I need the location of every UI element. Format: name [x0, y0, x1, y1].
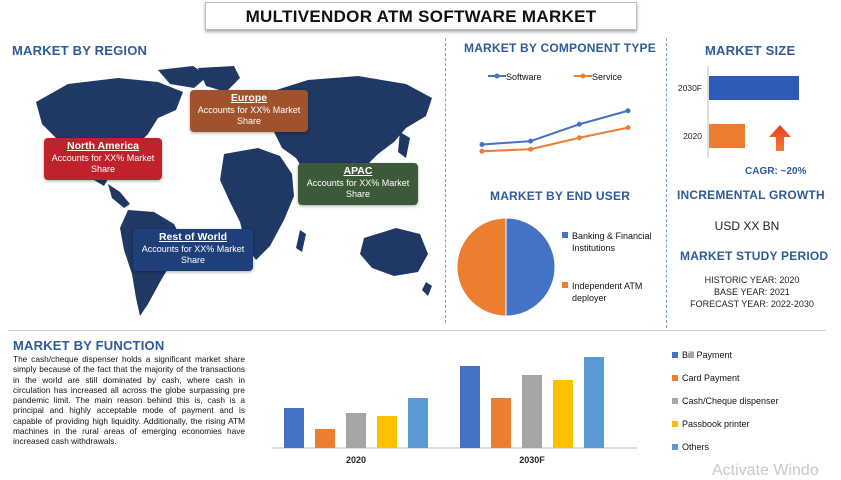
function-legend-label: Others	[682, 442, 710, 452]
func-category-2030F: 2030F	[519, 455, 545, 465]
growth-value: USD XX BN	[714, 219, 780, 233]
function-legend-item: Card Payment	[672, 373, 832, 383]
growth-arrow-icon	[769, 125, 791, 151]
enduser-heading: MARKET BY END USER	[490, 189, 631, 203]
region-name-europe: Europe	[230, 92, 268, 104]
line-point-software-2	[576, 121, 582, 127]
size-bar-chart: 2030F 2020	[678, 66, 799, 158]
study-heading: MARKET STUDY PERIOD	[680, 249, 829, 263]
region-text-apac: Accounts for XX% Market Share	[306, 178, 410, 199]
function-legend: Bill Payment Card Payment Cash/Cheque disp…	[672, 350, 832, 465]
study-base: BASE YEAR: 2021	[714, 287, 790, 297]
function-legend-swatch	[672, 421, 678, 427]
component-legend-service-label: Service	[592, 72, 623, 82]
function-legend-swatch	[672, 444, 678, 450]
region-box-rest-of-world: Rest of World Accounts for XX% Market Sh…	[133, 229, 253, 271]
func-bar-2020-3	[377, 416, 397, 448]
func-bar-2030F-1	[491, 398, 511, 448]
line-point-software-3	[625, 108, 631, 114]
function-legend-swatch	[672, 375, 678, 381]
component-legend-service: Service	[574, 72, 622, 82]
line-point-service-2	[576, 135, 582, 141]
study-historic: HISTORIC YEAR: 2020	[704, 275, 800, 285]
function-legend-item: Others	[672, 442, 832, 452]
component-legend-software: Software	[488, 72, 542, 82]
func-bar-2020-2	[346, 413, 366, 448]
region-box-north-america: North America Accounts for XX% Market Sh…	[44, 138, 162, 180]
independent-legend-swatch	[562, 282, 568, 288]
enduser-pie-chart	[456, 217, 556, 317]
region-text-rest-of-world: Accounts for XX% Market Share	[141, 244, 245, 265]
line-series-software	[481, 109, 629, 146]
software-legend-marker	[488, 73, 506, 79]
region-name-rest-of-world: Rest of World	[158, 231, 228, 243]
function-legend-item: Cash/Cheque dispenser	[672, 396, 832, 406]
function-legend-label: Cash/Cheque dispenser	[682, 396, 779, 406]
function-legend-item: Passbook printer	[672, 419, 832, 429]
size-label-2020: 2020	[683, 131, 702, 141]
size-heading: MARKET SIZE	[705, 43, 796, 58]
func-bar-2030F-2	[522, 375, 542, 448]
cagr-label: CAGR: ~20%	[745, 166, 807, 177]
component-line-chart	[479, 108, 631, 154]
study-forecast: FORECAST YEAR: 2022-2030	[690, 299, 814, 309]
region-name-north-america: North America	[67, 140, 139, 152]
divider-region-component	[445, 38, 446, 323]
function-legend-item: Bill Payment	[672, 350, 832, 360]
function-description: The cash/cheque dispenser holds a signif…	[13, 354, 245, 447]
function-legend-label: Bill Payment	[682, 350, 733, 360]
function-legend-label: Passbook printer	[682, 419, 750, 429]
growth-heading: INCREMENTAL GROWTH	[677, 188, 825, 202]
func-bar-2030F-4	[584, 357, 604, 448]
func-bar-2030F-0	[460, 366, 480, 448]
enduser-legend-independent-label: Independent ATM deployer	[572, 281, 643, 303]
service-legend-marker	[574, 73, 592, 79]
page-title: MULTIVENDOR ATM SOFTWARE MARKET	[205, 2, 637, 30]
func-bar-2030F-3	[553, 380, 573, 448]
line-point-service-3	[625, 125, 631, 131]
enduser-legend-banking: Banking & Financial Institutions	[562, 230, 662, 254]
region-box-apac: APAC Accounts for XX% Market Share	[298, 163, 418, 205]
line-point-software-0	[479, 142, 485, 147]
enduser-legend-banking-label: Banking & Financial Institutions	[572, 231, 652, 253]
function-heading: MARKET BY FUNCTION	[13, 338, 165, 353]
region-name-apac: APAC	[343, 165, 373, 177]
divider-component-size	[666, 38, 667, 328]
banking-legend-swatch	[562, 232, 568, 238]
divider-horizontal	[8, 330, 826, 331]
line-point-service-0	[479, 148, 485, 154]
function-legend-swatch	[672, 352, 678, 358]
pie-slice-1	[456, 217, 507, 317]
pie-slice-0	[505, 217, 556, 317]
func-category-2020: 2020	[346, 455, 366, 465]
enduser-legend-independent: Independent ATM deployer	[562, 280, 662, 304]
function-bar-chart: 2020 2030F	[272, 357, 637, 465]
func-bar-2020-4	[408, 398, 428, 448]
line-series-service	[481, 126, 629, 153]
component-legend-software-label: Software	[506, 72, 542, 82]
function-legend-swatch	[672, 398, 678, 404]
line-point-service-1	[528, 146, 534, 152]
size-label-2030F: 2030F	[678, 83, 702, 93]
watermark: Activate Windo	[712, 462, 819, 479]
func-bar-2020-1	[315, 429, 335, 448]
size-bar-2030F	[709, 76, 799, 100]
region-heading: MARKET BY REGION	[12, 43, 148, 58]
function-legend-label: Card Payment	[682, 373, 740, 383]
size-bar-2020	[709, 124, 745, 148]
func-bar-2020-0	[284, 408, 304, 448]
line-point-software-1	[528, 138, 534, 144]
component-heading: MARKET BY COMPONENT TYPE	[464, 41, 656, 55]
region-box-europe: Europe Accounts for XX% Market Share	[190, 90, 308, 132]
region-text-europe: Accounts for XX% Market Share	[197, 105, 301, 126]
region-text-north-america: Accounts for XX% Market Share	[51, 153, 155, 174]
